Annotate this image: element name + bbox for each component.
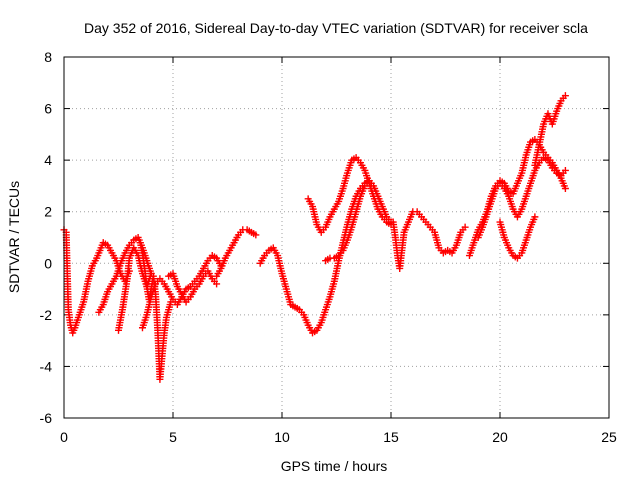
x-tick-label: 25 — [601, 429, 617, 445]
data-point — [561, 166, 569, 174]
data-point — [461, 223, 469, 231]
x-tick-label: 10 — [274, 429, 290, 445]
data-point — [252, 231, 260, 239]
data-point — [561, 92, 569, 100]
y-tick-label: -4 — [40, 358, 53, 374]
series-s10 — [322, 177, 373, 265]
y-axis-label: SDTVAR / TECUs — [6, 181, 22, 293]
x-tick-label: 15 — [383, 429, 399, 445]
plot-frame — [63, 56, 610, 419]
series-s12 — [465, 136, 569, 260]
data-point — [561, 185, 569, 193]
y-tick-label: 6 — [44, 101, 52, 117]
chart-title: Day 352 of 2016, Sidereal Day-to-day VTE… — [84, 20, 588, 36]
data-points — [60, 92, 569, 383]
data-point — [531, 213, 539, 221]
x-axis-label: GPS time / hours — [281, 458, 388, 474]
y-tick-label: 0 — [44, 255, 52, 271]
series-s7 — [213, 226, 260, 280]
y-tick-label: -2 — [40, 307, 53, 323]
series-s13 — [474, 154, 569, 241]
x-tick-label: 0 — [60, 429, 68, 445]
y-tick-label: 2 — [44, 204, 52, 220]
y-tick-label: 8 — [44, 49, 52, 65]
x-tick-label: 5 — [169, 429, 177, 445]
series-s14 — [496, 213, 539, 262]
x-tick-label: 20 — [492, 429, 508, 445]
series-s15 — [531, 92, 569, 169]
series-s4 — [136, 239, 175, 383]
series-s11 — [389, 208, 469, 272]
series-s6 — [165, 267, 221, 306]
y-tick-label: 4 — [44, 152, 52, 168]
y-tick-label: -6 — [40, 410, 53, 426]
series-s9 — [304, 154, 395, 236]
data-point — [213, 280, 221, 288]
data-point — [365, 177, 373, 185]
